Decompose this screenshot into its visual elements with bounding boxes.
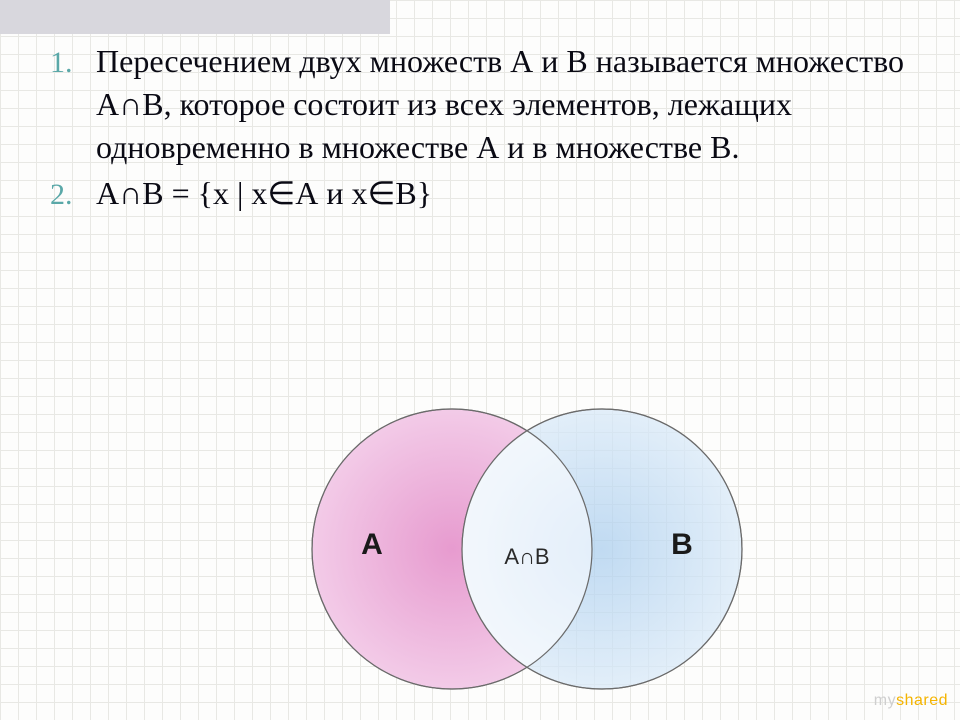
definitions-list: Пересечением двух множеств А и В называе… — [50, 40, 910, 215]
venn-diagram: A B A∩B — [282, 394, 762, 704]
definition-1-text: Пересечением двух множеств А и В называе… — [96, 43, 904, 165]
venn-svg: A B A∩B — [282, 394, 762, 704]
definition-item-1: Пересечением двух множеств А и В называе… — [50, 40, 910, 170]
slide-content: Пересечением двух множеств А и В называе… — [0, 0, 960, 215]
venn-label-intersection: A∩B — [504, 544, 549, 569]
watermark-accent: shared — [896, 692, 948, 709]
watermark: myshared — [874, 692, 948, 710]
venn-label-a: A — [361, 528, 383, 561]
watermark-plain: my — [874, 692, 896, 709]
definition-2-text: А∩В = {x | x∈А и x∈В} — [96, 175, 432, 211]
venn-label-b: B — [671, 528, 693, 561]
definition-item-2: А∩В = {x | x∈А и x∈В} — [50, 172, 910, 215]
